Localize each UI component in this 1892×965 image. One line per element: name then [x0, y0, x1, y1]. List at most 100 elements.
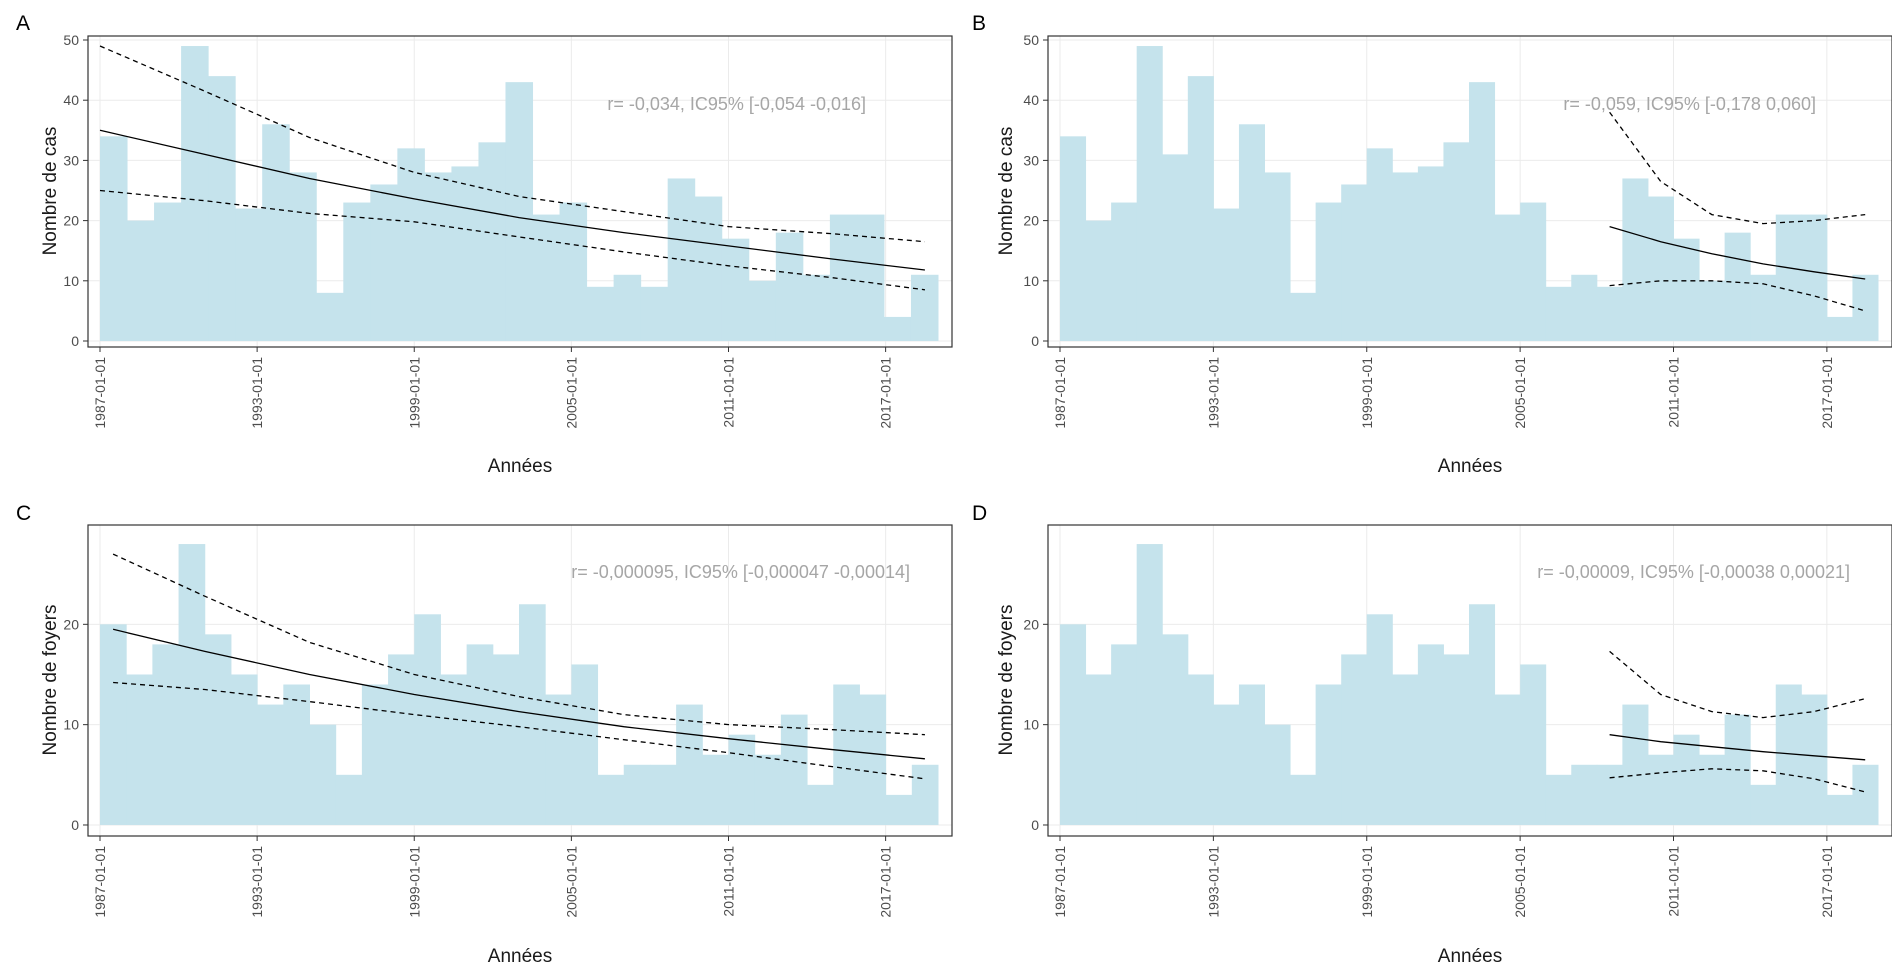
bar	[1085, 220, 1112, 341]
plot-border	[87, 524, 953, 837]
bar	[1673, 734, 1700, 825]
bar	[1213, 208, 1240, 341]
bar	[623, 764, 651, 825]
bar	[586, 286, 615, 341]
bar	[1111, 644, 1138, 825]
bar	[649, 764, 677, 825]
bar	[1238, 684, 1265, 825]
ci-lower-line	[1609, 768, 1866, 793]
bar	[883, 316, 912, 341]
bar	[343, 202, 371, 341]
plot-border	[87, 35, 953, 348]
bar	[505, 82, 534, 341]
x-tick-label: 2005-01-01	[1512, 846, 1528, 918]
correlation-annotation: r= -0,034, IC95% [-0,054 -0,016]	[607, 94, 866, 114]
bar	[545, 694, 572, 825]
bar	[1545, 286, 1572, 341]
bar	[1826, 794, 1853, 825]
bar	[1852, 274, 1879, 341]
bar	[1596, 286, 1623, 341]
ci-lower-line	[99, 189, 925, 291]
bar	[1290, 292, 1317, 341]
bar	[316, 292, 344, 341]
bar	[1571, 764, 1598, 825]
bar	[257, 704, 284, 825]
bar	[1085, 674, 1112, 825]
bar	[1264, 172, 1291, 341]
y-tick-label: 30	[1023, 152, 1039, 168]
bar	[1596, 764, 1623, 825]
bar	[152, 644, 180, 825]
bar	[1366, 614, 1393, 825]
bar	[1187, 76, 1214, 342]
panel-letter: A	[16, 12, 30, 35]
bar	[1136, 46, 1163, 342]
x-tick-label: 1993-01-01	[1205, 846, 1221, 918]
bar	[1060, 624, 1087, 825]
y-tick-label: 10	[63, 273, 79, 289]
bar	[856, 214, 885, 341]
panel-a: 0 10 20 30 40 50 1987-01-01 1993-01-01 1999-01-0…	[16, 12, 953, 477]
y-tick-label: 0	[71, 333, 79, 349]
bar	[361, 684, 389, 825]
plot-border	[1047, 35, 1892, 348]
x-tick-label: 2005-01-01	[563, 846, 579, 918]
bar	[262, 124, 290, 341]
bar	[728, 734, 756, 825]
y-tick-label: 10	[1023, 717, 1039, 733]
bar	[100, 136, 128, 341]
x-axis-title: Années	[1438, 456, 1502, 477]
bar	[754, 754, 782, 825]
bar	[1673, 238, 1700, 341]
bar	[204, 634, 232, 825]
y-tick-label: 20	[1023, 616, 1039, 632]
bar	[1315, 202, 1342, 341]
bar	[1647, 754, 1674, 825]
x-tick-label: 1993-01-01	[249, 846, 265, 918]
x-tick-label: 2017-01-01	[878, 357, 894, 429]
bar	[559, 202, 588, 341]
ci-lower-line	[1609, 280, 1866, 312]
bar	[1238, 124, 1265, 341]
y-tick-label: 0	[1031, 817, 1039, 833]
bar	[126, 674, 153, 825]
bar	[1443, 654, 1470, 825]
bar	[1341, 654, 1368, 825]
bar	[1264, 724, 1291, 825]
bar	[1852, 764, 1879, 825]
panel-letter: B	[972, 12, 986, 35]
bar	[571, 664, 599, 825]
ci-lower-line	[113, 681, 925, 780]
bar	[885, 794, 913, 825]
x-axis-title: Années	[1438, 946, 1502, 965]
bar	[859, 694, 887, 825]
x-tick-label: 2011-01-01	[721, 846, 737, 917]
bar	[721, 238, 750, 341]
correlation-annotation: r= -0,059, IC95% [-0,178 0,060]	[1563, 94, 1816, 114]
bar	[780, 714, 808, 825]
bar	[424, 172, 452, 341]
bar	[1366, 148, 1393, 341]
bar	[451, 166, 479, 341]
trend-line	[1609, 225, 1866, 280]
y-tick-label: 0	[71, 817, 79, 833]
y-tick-label: 50	[1023, 32, 1039, 48]
bar	[1494, 694, 1521, 825]
bar	[1417, 166, 1444, 341]
bar	[748, 280, 777, 341]
ci-upper-line	[1609, 111, 1866, 225]
bar	[1162, 634, 1189, 825]
bar	[178, 544, 206, 825]
bar	[478, 142, 506, 341]
x-tick-label: 1999-01-01	[1359, 357, 1375, 429]
bar	[289, 172, 317, 341]
bar	[1826, 316, 1853, 341]
bar	[807, 784, 834, 825]
y-axis-title: Nombre de foyers	[996, 604, 1017, 755]
bar	[309, 724, 337, 825]
bar	[414, 614, 441, 825]
trend-line	[1609, 734, 1866, 761]
bar	[694, 196, 723, 341]
bar	[702, 754, 729, 825]
correlation-annotation: r= -0,000095, IC95% [-0,000047 -0,00014]	[571, 562, 910, 582]
